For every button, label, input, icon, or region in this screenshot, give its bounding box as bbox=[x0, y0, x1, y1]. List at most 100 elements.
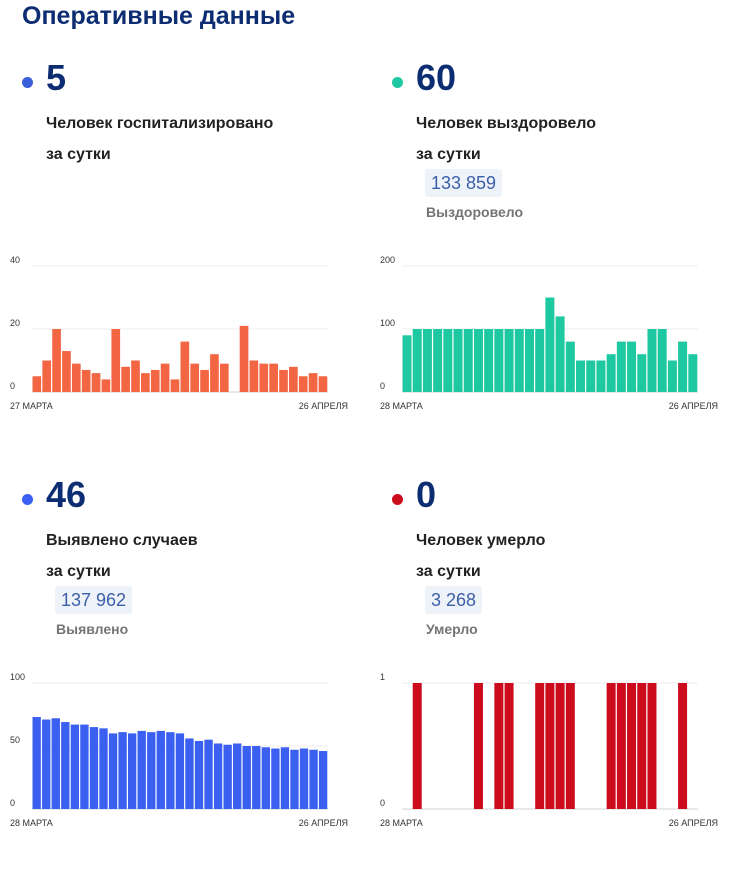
bar bbox=[412, 329, 422, 392]
daily-description: Человек госпитализировано за сутки bbox=[46, 108, 346, 170]
bar bbox=[412, 683, 422, 809]
bar bbox=[223, 744, 232, 809]
bar bbox=[108, 733, 118, 809]
bar bbox=[279, 369, 288, 392]
bar bbox=[160, 363, 170, 392]
bar bbox=[156, 730, 165, 809]
bar-chart-deaths: 0 1 28 МАРТА 26 АПРЕЛЯ bbox=[380, 672, 718, 828]
bar bbox=[637, 354, 647, 392]
bar bbox=[504, 329, 514, 392]
daily-description: Человек умерло за сутки bbox=[416, 525, 716, 587]
bar bbox=[175, 733, 185, 809]
bar bbox=[52, 329, 61, 392]
bar bbox=[484, 329, 494, 392]
bar bbox=[586, 360, 596, 392]
bar bbox=[62, 351, 71, 392]
bar-chart-cases: 0 50 100 28 МАРТА 26 АПРЕЛЯ bbox=[10, 672, 348, 828]
total-label: Умерло bbox=[426, 621, 478, 637]
bar bbox=[233, 743, 242, 809]
bar bbox=[242, 746, 251, 809]
y-tick-label: 1 bbox=[380, 672, 385, 682]
panel-hospitalized: 5 Человек госпитализировано за сутки 0 20… bbox=[10, 57, 372, 478]
bar bbox=[647, 683, 657, 809]
bar bbox=[259, 363, 269, 392]
y-tick-label: 50 bbox=[10, 735, 20, 745]
bar bbox=[494, 683, 504, 809]
bar bbox=[657, 329, 667, 392]
bar bbox=[555, 683, 565, 809]
bar bbox=[80, 724, 89, 809]
bar bbox=[606, 683, 616, 809]
bar bbox=[89, 727, 99, 809]
bar bbox=[271, 748, 280, 809]
indicator-dot bbox=[22, 494, 33, 505]
bar bbox=[42, 360, 52, 392]
bar bbox=[269, 363, 278, 392]
bar bbox=[545, 297, 555, 392]
x-start-label: 28 МАРТА bbox=[10, 818, 53, 828]
y-tick-label: 0 bbox=[10, 381, 15, 391]
bar-chart-hospitalized: 0 20 40 27 МАРТА 26 АПРЕЛЯ bbox=[10, 255, 348, 411]
bar bbox=[289, 366, 298, 392]
bar bbox=[204, 739, 213, 809]
y-tick-label: 0 bbox=[380, 381, 385, 391]
bar bbox=[627, 341, 637, 392]
bar bbox=[616, 341, 626, 392]
bar bbox=[463, 329, 473, 392]
x-start-label: 28 МАРТА bbox=[380, 401, 423, 411]
y-tick-label: 100 bbox=[380, 318, 395, 328]
description-line: за сутки bbox=[416, 563, 481, 580]
bar bbox=[185, 738, 194, 809]
bar bbox=[118, 732, 127, 809]
bar bbox=[514, 329, 524, 392]
bar bbox=[61, 722, 70, 809]
page-title: Оперативные данные bbox=[22, 2, 296, 30]
bar bbox=[42, 719, 51, 809]
bar bbox=[576, 360, 586, 392]
bar bbox=[318, 751, 328, 809]
daily-value: 46 bbox=[46, 474, 87, 515]
daily-description: Человек выздоровело за сутки bbox=[416, 108, 716, 170]
bar bbox=[565, 341, 575, 392]
daily-value: 60 bbox=[416, 57, 457, 98]
bar bbox=[127, 733, 137, 809]
bar bbox=[147, 732, 156, 809]
y-tick-label: 200 bbox=[380, 255, 395, 265]
bar bbox=[678, 341, 688, 392]
x-end-label: 26 АПРЕЛЯ bbox=[299, 818, 348, 828]
bar bbox=[131, 360, 140, 392]
panel-cases: 46 Выявлено случаев за сутки 137 962 Выя… bbox=[10, 474, 372, 895]
daily-description: Выявлено случаев за сутки bbox=[46, 525, 346, 587]
x-end-label: 26 АПРЕЛЯ bbox=[669, 818, 718, 828]
total-value: 137 962 bbox=[55, 586, 133, 614]
bar bbox=[535, 329, 545, 392]
bar bbox=[433, 329, 443, 392]
description-line: за сутки bbox=[46, 146, 111, 163]
daily-value: 5 bbox=[46, 57, 67, 98]
bar bbox=[298, 376, 308, 392]
bar bbox=[111, 329, 121, 392]
x-start-label: 27 МАРТА bbox=[10, 401, 53, 411]
bar bbox=[252, 746, 261, 809]
bar bbox=[81, 369, 91, 392]
bar bbox=[166, 732, 175, 809]
bar-chart-recovered: 0 100 200 28 МАРТА 26 АПРЕЛЯ bbox=[380, 255, 718, 411]
bar bbox=[422, 329, 432, 392]
bar bbox=[308, 373, 318, 392]
bar bbox=[688, 354, 698, 392]
indicator-dot bbox=[392, 77, 403, 88]
bar bbox=[596, 360, 606, 392]
bar bbox=[309, 749, 318, 809]
bar bbox=[290, 749, 299, 809]
panel-recovered: 60 Человек выздоровело за сутки 133 859 … bbox=[380, 57, 742, 478]
x-start-label: 28 МАРТА bbox=[380, 818, 423, 828]
bar bbox=[239, 325, 249, 392]
bar bbox=[150, 369, 160, 392]
y-tick-label: 0 bbox=[380, 798, 385, 808]
description-line: Человек госпитализировано bbox=[46, 115, 274, 132]
x-end-label: 26 АПРЕЛЯ bbox=[299, 401, 348, 411]
bar bbox=[616, 683, 626, 809]
bar bbox=[280, 747, 290, 809]
daily-value: 0 bbox=[416, 474, 437, 515]
bar bbox=[637, 683, 647, 809]
